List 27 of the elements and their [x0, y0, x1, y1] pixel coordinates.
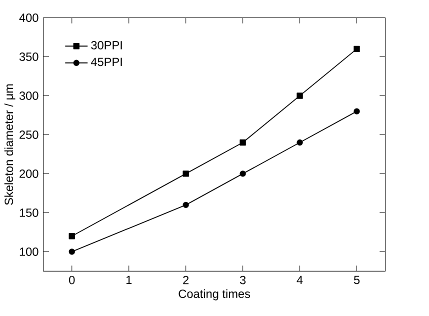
y-tick-label: 350 — [19, 52, 38, 62]
point — [296, 92, 303, 100]
point — [354, 46, 360, 52]
x-tick-label: 5 — [354, 276, 360, 284]
y-tick-label: 250 — [20, 130, 38, 140]
y-tick-label: 100 — [20, 248, 38, 256]
x-tick-label: 4 — [296, 276, 303, 284]
legend-label: 45PPI — [90, 58, 122, 66]
point — [182, 170, 189, 178]
point — [240, 140, 246, 146]
point — [68, 248, 75, 255]
y-tick-label: 300 — [19, 92, 38, 100]
x-tick-label: 3 — [240, 276, 246, 284]
x-tick-label: 0 — [69, 276, 75, 284]
point — [354, 108, 360, 115]
point — [68, 233, 75, 240]
legend-label: 30PPI — [91, 41, 122, 50]
y-axis-title: Skeleton diameter / μm — [4, 84, 16, 206]
point — [240, 170, 246, 178]
y-tick-label: 200 — [20, 170, 38, 178]
x-axis-title: Coating times — [178, 290, 250, 301]
x-tick-label: 2 — [183, 276, 189, 284]
point — [182, 202, 189, 208]
x-tick-label: 1 — [126, 276, 132, 284]
point — [296, 140, 303, 146]
y-tick-label: 150 — [20, 208, 38, 218]
y-tick-label: 400 — [19, 14, 38, 22]
